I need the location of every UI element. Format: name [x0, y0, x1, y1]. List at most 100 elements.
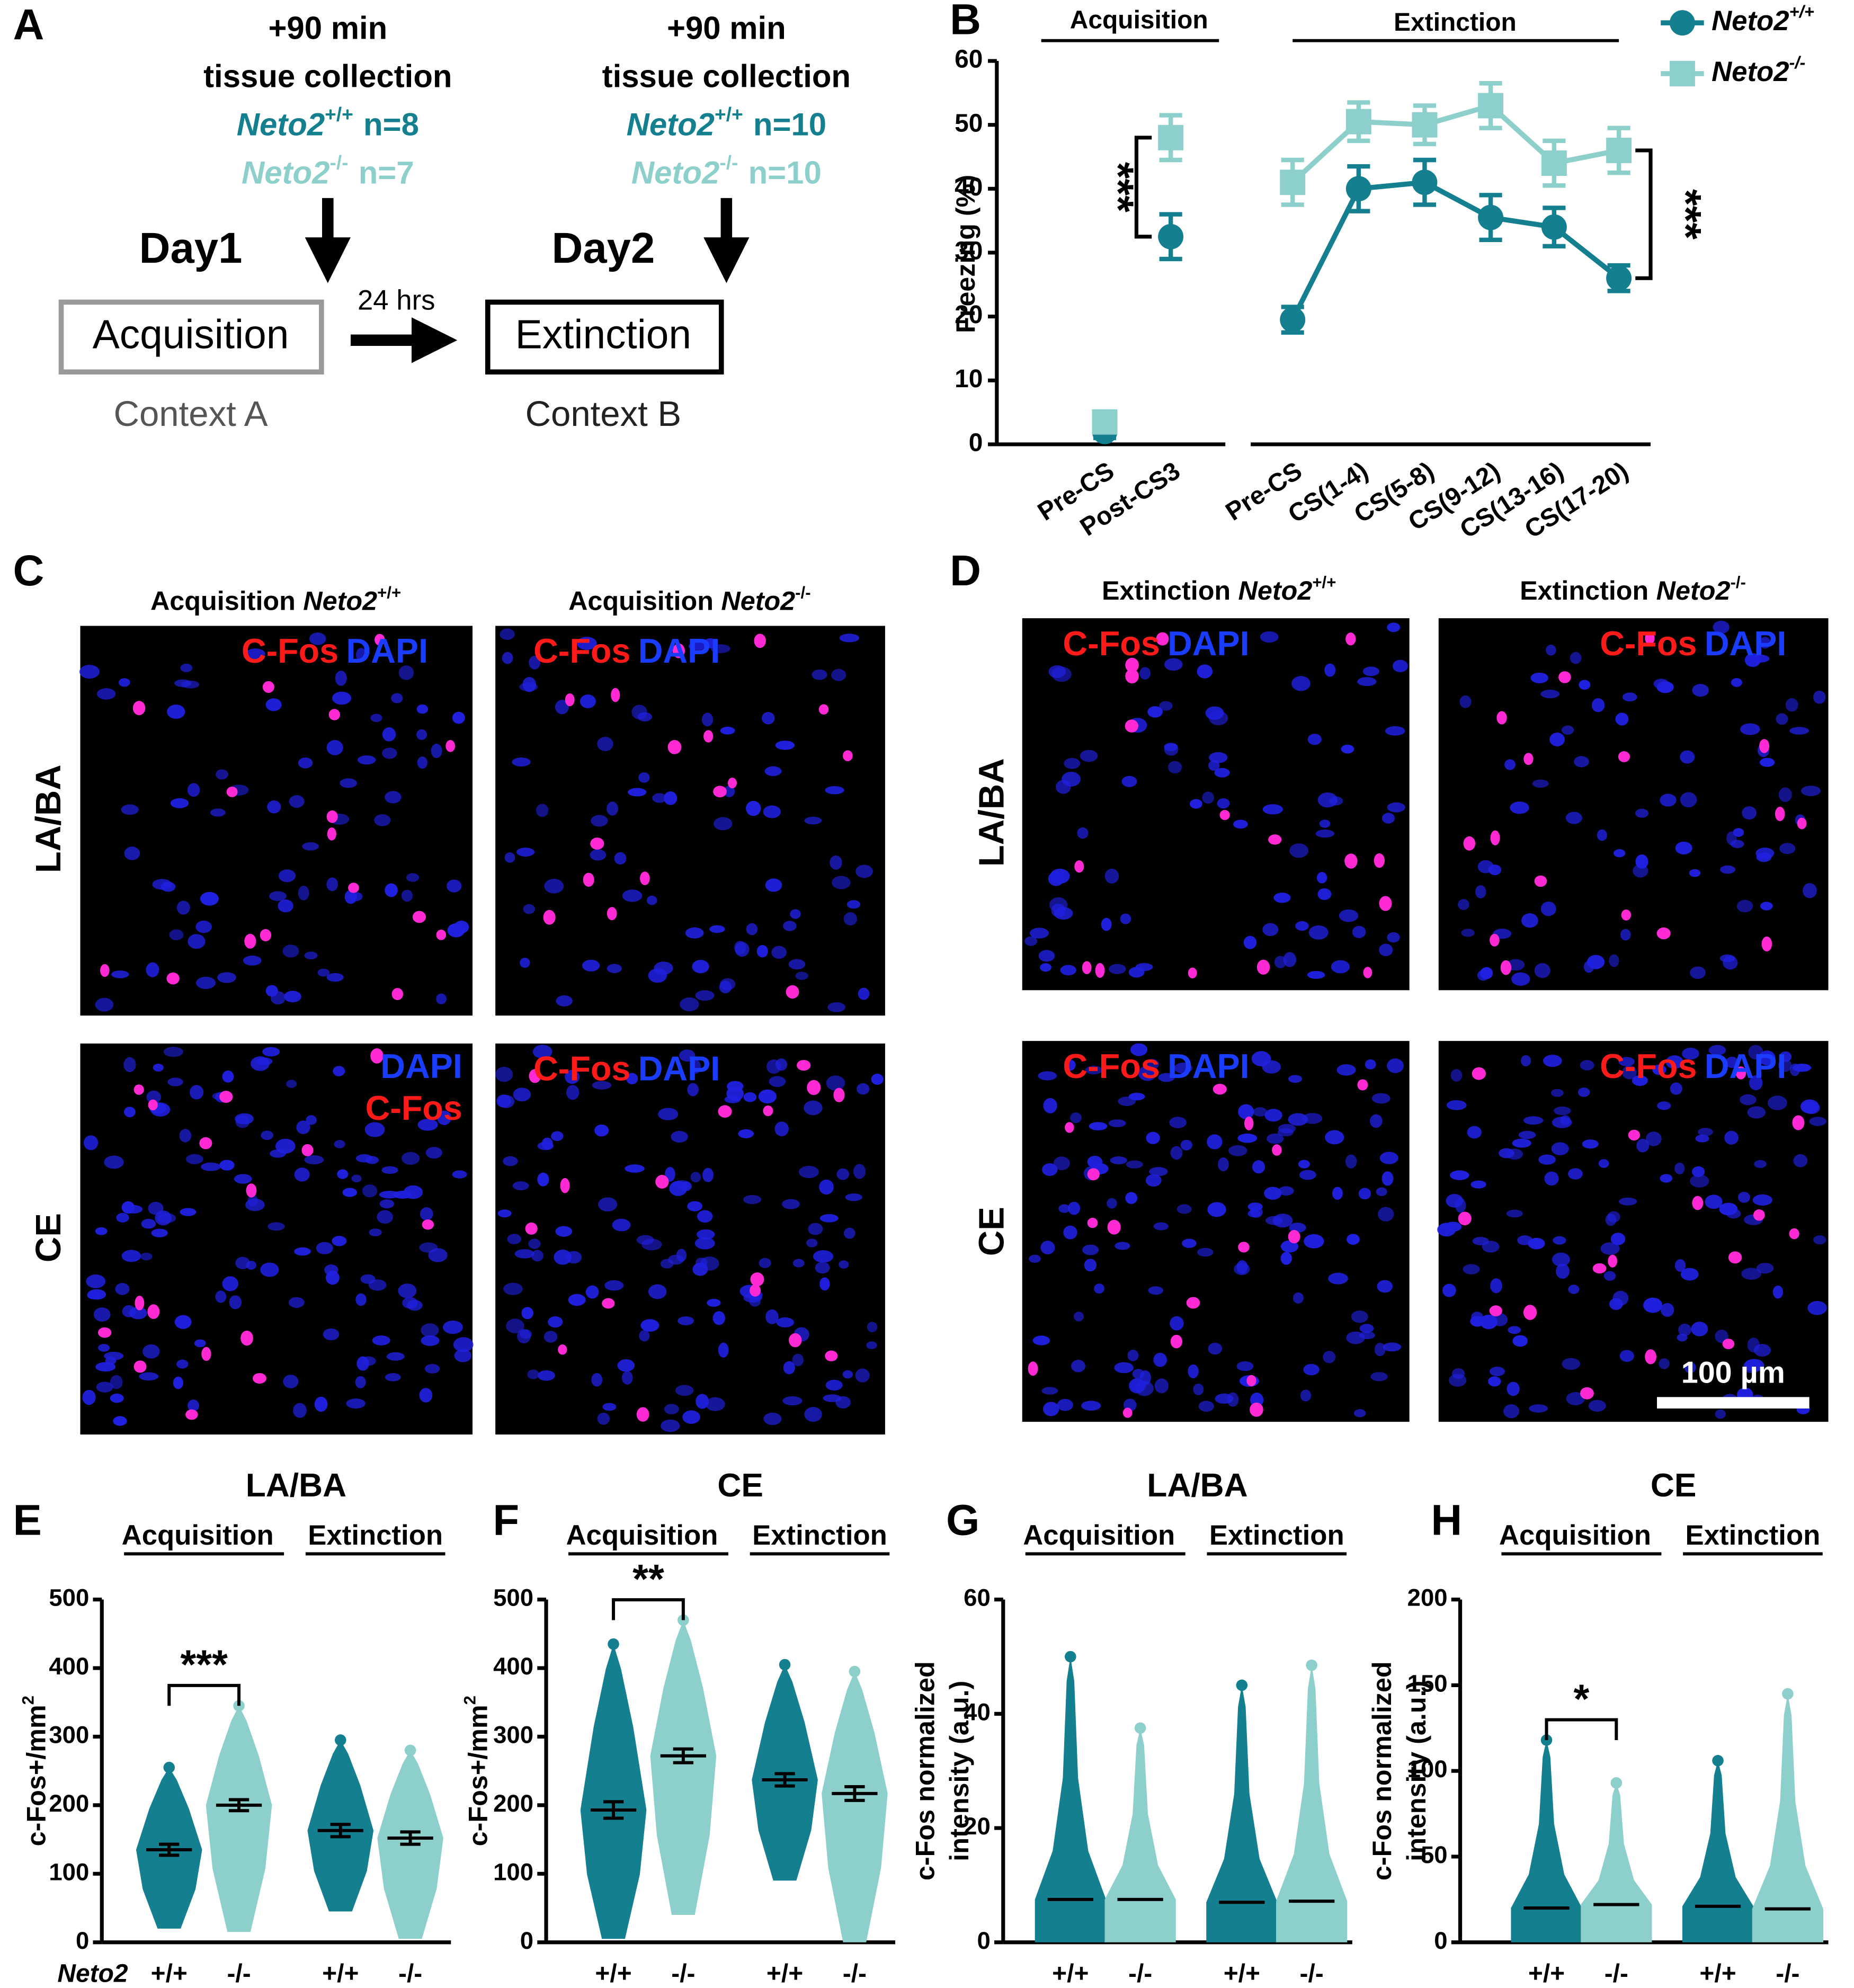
- nucleus: [1789, 727, 1810, 735]
- nucleus: [1315, 830, 1335, 838]
- nucleus: [1209, 752, 1228, 763]
- nucleus: [640, 1319, 659, 1332]
- sig-bracket: [167, 1683, 241, 1706]
- nucleus: [332, 1236, 347, 1246]
- nucleus: [705, 1397, 725, 1411]
- nucleus: [1154, 1378, 1169, 1394]
- nucleus: [1708, 1045, 1726, 1056]
- nucleus: [188, 934, 206, 949]
- data-cloud: [1581, 1782, 1652, 1942]
- y-tick-label: 100: [1407, 1755, 1448, 1782]
- nucleus: [1042, 1163, 1058, 1176]
- y-tick-label: 50: [1421, 1841, 1448, 1868]
- nucleus: [121, 804, 139, 815]
- data-extreme: [233, 1700, 245, 1712]
- nucleus: [185, 1154, 203, 1164]
- micrograph: [1438, 618, 1829, 991]
- nucleus: [1480, 967, 1493, 979]
- nucleus: [1176, 1204, 1192, 1214]
- fos-cell: [1238, 1242, 1250, 1253]
- nucleus: [1174, 1062, 1192, 1074]
- nucleus: [826, 1075, 845, 1091]
- nucleus: [1352, 925, 1366, 939]
- column-title: Extinction Neto2+/+: [1102, 573, 1336, 606]
- fos-cell: [132, 701, 146, 716]
- nucleus: [195, 920, 212, 933]
- nucleus: [1684, 1361, 1696, 1374]
- nucleus: [361, 1356, 376, 1366]
- nucleus: [576, 637, 597, 650]
- nucleus: [222, 1070, 234, 1083]
- nucleus: [447, 879, 462, 893]
- nucleus: [173, 1376, 184, 1389]
- nucleus: [512, 1181, 529, 1191]
- nucleus: [1159, 701, 1173, 711]
- fos-cell: [1095, 963, 1105, 978]
- fos-cell: [1087, 1218, 1098, 1228]
- micrograph: [495, 626, 885, 1016]
- point: [1345, 176, 1371, 202]
- nucleus: [548, 1316, 563, 1328]
- micrograph: [1022, 618, 1410, 991]
- group-label: Extinction: [1209, 1520, 1344, 1551]
- nucleus: [1115, 1242, 1130, 1250]
- fos-cell: [1082, 961, 1092, 975]
- nucleus: [626, 1073, 638, 1084]
- nucleus: [679, 1049, 696, 1062]
- fos-label: C-Fos: [1600, 1047, 1697, 1085]
- fos-cell: [135, 1296, 145, 1311]
- nucleus: [1365, 1059, 1376, 1069]
- fos-cell: [1344, 853, 1358, 869]
- nucleus: [86, 1274, 106, 1288]
- group-label: Acquisition: [1499, 1520, 1651, 1551]
- y-tick-label: 50: [955, 109, 983, 137]
- nucleus: [639, 1330, 650, 1342]
- nucleus: [658, 1108, 679, 1120]
- nucleus: [1742, 806, 1757, 820]
- nucleus: [1534, 963, 1550, 978]
- nucleus: [528, 1238, 541, 1249]
- nucleus: [335, 671, 347, 686]
- column-title-part: Neto2: [1238, 575, 1313, 605]
- nucleus: [210, 808, 226, 817]
- nucleus: [790, 909, 801, 919]
- nucleus: [317, 968, 330, 977]
- fos-cell: [713, 786, 727, 798]
- nucleus: [1488, 1376, 1501, 1387]
- nucleus: [1660, 794, 1677, 807]
- nucleus: [229, 1295, 242, 1309]
- fos-cell: [1496, 711, 1507, 725]
- nucleus: [1677, 1333, 1688, 1342]
- nucleus: [1147, 706, 1163, 718]
- point: [1541, 150, 1567, 176]
- nucleus: [1530, 672, 1548, 683]
- nucleus: [1657, 1101, 1671, 1110]
- nucleus: [398, 1283, 417, 1298]
- nucleus: [1043, 1402, 1059, 1416]
- nucleus: [1610, 1233, 1626, 1245]
- nucleus: [671, 1130, 688, 1143]
- nucleus: [309, 632, 326, 645]
- dapi-label: DAPI: [1167, 1047, 1250, 1085]
- nucleus: [1543, 1055, 1562, 1067]
- nucleus: [176, 901, 190, 915]
- nucleus: [386, 1352, 405, 1361]
- nucleus: [362, 1184, 378, 1198]
- nucleus: [1371, 1093, 1390, 1104]
- nucleus: [1622, 1065, 1637, 1080]
- nucleus: [1809, 1117, 1826, 1126]
- nucleus: [512, 757, 531, 767]
- nucleus: [592, 1081, 612, 1090]
- nucleus: [1448, 1374, 1467, 1387]
- data-cloud: [1682, 1760, 1754, 1942]
- group-n-part: n=10: [753, 106, 826, 142]
- nucleus: [110, 1393, 124, 1403]
- marker-labels: C-Fos DAPI: [1063, 1047, 1249, 1085]
- nucleus: [1351, 1310, 1368, 1323]
- nucleus: [1233, 819, 1248, 829]
- nucleus: [522, 677, 537, 692]
- nucleus: [1532, 779, 1549, 788]
- nucleus: [437, 1110, 452, 1125]
- dapi-label: DAPI: [1705, 624, 1787, 663]
